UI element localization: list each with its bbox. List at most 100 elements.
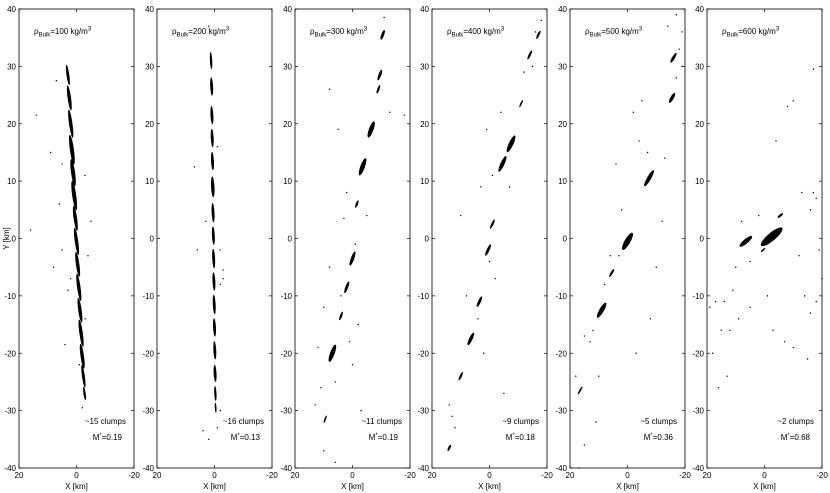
- particle-point: [219, 283, 221, 286]
- clump-count-annotation: ~5 clumps: [640, 417, 677, 426]
- particle-point: [360, 409, 362, 412]
- plot-frame: [294, 8, 411, 469]
- particle-point: [592, 329, 594, 331]
- clump-point: [739, 235, 753, 247]
- mass-ratio-annotation: M*=0.36: [644, 433, 674, 442]
- x-tick-label: 20: [428, 471, 437, 480]
- panel-title: ρBulk=100 kg/m3: [34, 27, 92, 39]
- clump-point: [377, 69, 383, 81]
- y-tick-label: -40: [555, 464, 567, 473]
- y-tick-label: -20: [4, 349, 16, 358]
- x-tick-label: 0: [487, 471, 492, 480]
- clump-point: [77, 297, 83, 323]
- y-tick-label: -30: [555, 407, 567, 416]
- particle-point: [343, 217, 345, 220]
- y-tick-label: 10: [7, 177, 16, 186]
- y-tick-label: -30: [280, 407, 292, 416]
- y-tick-label: 30: [7, 62, 16, 71]
- clump-point: [349, 251, 356, 266]
- particle-point: [477, 318, 479, 320]
- clump-point: [323, 415, 327, 424]
- clump-point: [212, 294, 216, 315]
- particle-point: [655, 266, 657, 268]
- clump-point: [380, 29, 385, 40]
- x-axis-label: X [km]: [203, 482, 226, 491]
- particle-point: [798, 255, 800, 257]
- y-tick-label: 0: [563, 235, 568, 244]
- particle-point: [451, 415, 453, 418]
- particle-point: [675, 14, 678, 16]
- particle-point: [726, 375, 728, 377]
- particle-point: [485, 128, 488, 131]
- mass-ratio-annotation: M*=0.19: [369, 433, 399, 442]
- x-axis-label: X [km]: [478, 482, 501, 491]
- y-tick-label: -10: [280, 292, 292, 301]
- panel-title: ρBulk=600 kg/m3: [722, 27, 780, 39]
- panel-title: ρBulk=200 kg/m3: [172, 27, 230, 39]
- particle-point: [448, 404, 450, 406]
- particle-point: [681, 65, 683, 68]
- particle-point: [775, 140, 777, 142]
- particle-point: [219, 409, 221, 412]
- y-tick-label: -20: [692, 349, 704, 358]
- particle-point: [366, 214, 368, 217]
- clump-point: [212, 248, 216, 269]
- particle-point: [621, 209, 623, 211]
- x-tick-label: -20: [266, 471, 278, 480]
- clump-point: [212, 318, 217, 337]
- y-tick-label: 0: [288, 235, 293, 244]
- particle-point: [351, 364, 354, 366]
- particle-point: [84, 318, 86, 320]
- y-tick-label: 40: [7, 5, 16, 14]
- particle-point: [328, 88, 331, 91]
- particle-point: [598, 375, 600, 377]
- clump-point: [213, 341, 217, 360]
- clump-point: [66, 85, 72, 111]
- particle-point: [346, 191, 348, 194]
- particle-point: [483, 352, 485, 354]
- y-tick-label: 10: [283, 177, 292, 186]
- y-tick-label: -10: [692, 292, 704, 301]
- clump-point: [536, 30, 541, 40]
- y-tick-label: -40: [692, 464, 704, 473]
- y-tick-label: 0: [12, 235, 17, 244]
- particle-point: [772, 329, 774, 331]
- clump-point: [596, 302, 607, 318]
- x-tick-label: 20: [15, 471, 24, 480]
- clump-point: [447, 444, 452, 452]
- y-tick-label: 0: [150, 235, 155, 244]
- y-tick-label: -10: [417, 292, 429, 301]
- x-tick-label: 0: [762, 471, 767, 480]
- x-tick-label: 0: [350, 471, 355, 480]
- particle-point: [749, 306, 751, 309]
- x-tick-label: 0: [74, 471, 79, 480]
- particle-point: [804, 295, 806, 297]
- particle-point: [540, 19, 542, 22]
- clump-point: [212, 272, 216, 291]
- particle-point: [792, 100, 794, 102]
- particle-point: [480, 186, 482, 188]
- particle-point: [709, 306, 711, 309]
- particle-point: [815, 300, 817, 303]
- particle-point: [508, 186, 511, 188]
- y-tick-label: 20: [283, 120, 292, 129]
- clump-point: [609, 268, 615, 277]
- particle-point: [340, 295, 342, 297]
- clump-count-annotation: ~16 clumps: [223, 417, 264, 426]
- clump-point: [622, 232, 633, 250]
- particle-point: [219, 249, 221, 251]
- clump-point: [485, 244, 492, 256]
- particle-point: [216, 146, 219, 148]
- y-tick-label: 20: [145, 120, 154, 129]
- clump-point: [210, 151, 215, 171]
- clump-point: [210, 77, 214, 96]
- clump-point: [644, 170, 654, 187]
- particle-point: [589, 341, 591, 343]
- particle-point: [735, 266, 737, 268]
- clump-point: [344, 281, 350, 294]
- clump-point: [760, 248, 766, 252]
- y-tick-label: -40: [4, 464, 16, 473]
- particle-point: [334, 461, 336, 463]
- particle-point: [664, 157, 666, 159]
